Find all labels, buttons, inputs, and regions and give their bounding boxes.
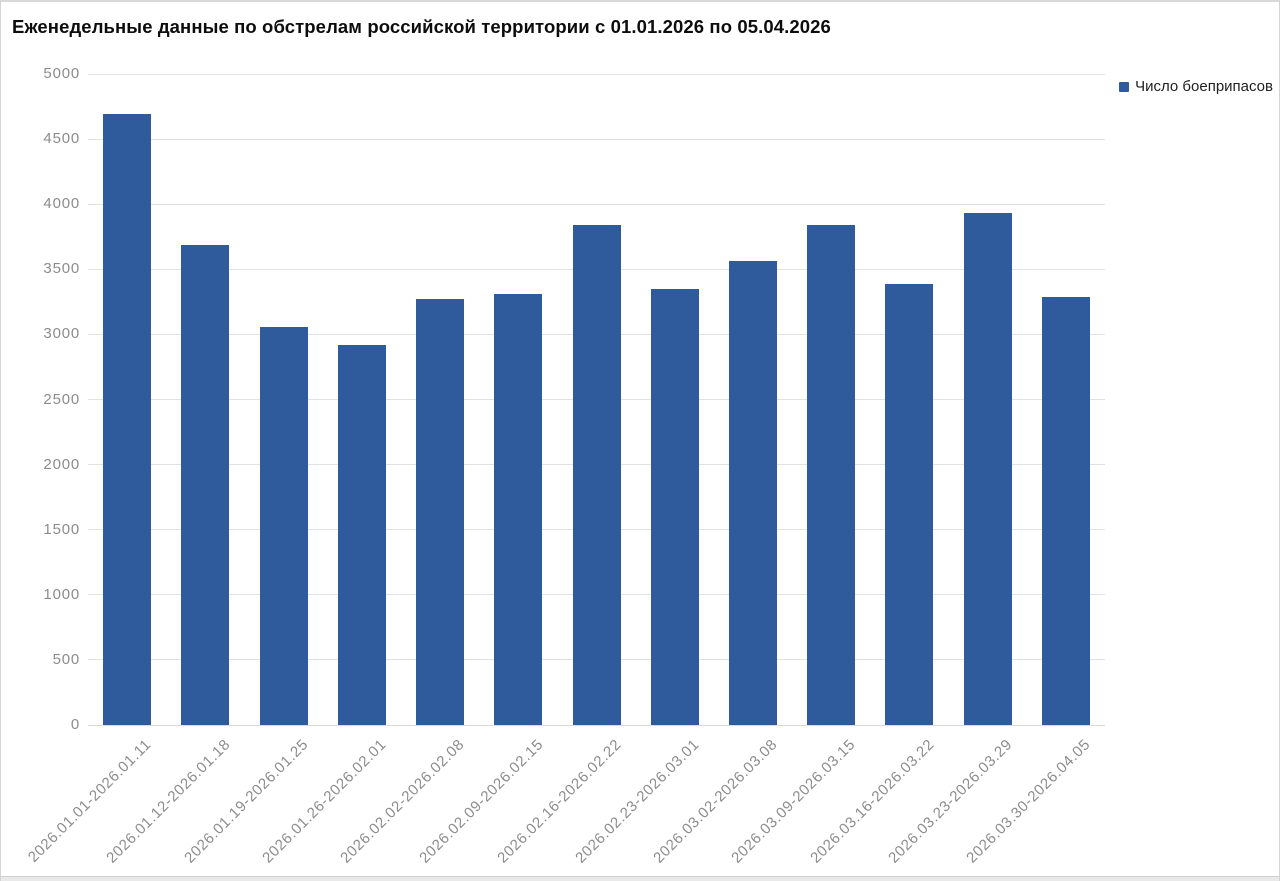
y-tick-label: 3000: [43, 325, 80, 343]
gridline-y-5000: [88, 73, 1105, 75]
bar-2026.01.26-2026.02.01: [337, 345, 386, 725]
chart-title: Еженедельные данные по обстрелам российс…: [12, 16, 831, 37]
legend-marker-icon: [1119, 81, 1130, 92]
bar-2026.03.30-2026.04.05: [1041, 297, 1090, 725]
top-border: [0, 0, 1280, 2]
bar-2026.01.19-2026.01.25: [259, 327, 308, 725]
bottom-divider: [0, 876, 1280, 881]
y-tick-label: 0: [70, 716, 80, 733]
y-tick-label: 2500: [43, 390, 80, 408]
gridline-y-4500: [88, 138, 1105, 140]
x-tick-label: 2026.01.01-2026.01.11: [25, 736, 156, 866]
bar-2026.03.23-2026.03.29: [963, 213, 1012, 725]
legend-label: Число боеприпасов: [1135, 78, 1273, 95]
y-tick-label: 4000: [43, 195, 80, 213]
x-axis-labels: 2026.01.01-2026.01.11 2026.01.12-2026.01.…: [25, 736, 1105, 881]
bar-2026.03.09-2026.03.15: [807, 225, 856, 725]
y-tick-label: 500: [52, 650, 80, 668]
left-border: [0, 0, 1, 881]
bar-2026.02.02-2026.02.08: [416, 299, 465, 725]
bar-2026.02.23-2026.03.01: [650, 289, 699, 725]
y-tick-label: 3500: [43, 260, 80, 278]
y-tick-label: 2000: [43, 455, 80, 473]
bar-2026.03.02-2026.03.08: [728, 261, 777, 725]
y-tick-label: 5000: [43, 65, 80, 82]
bar-2026.02.09-2026.02.15: [494, 294, 543, 725]
y-tick-label: 1000: [43, 585, 80, 603]
y-axis-labels: 0 500 1000 1500 2000 2500 3000 3500 4000 4500 5000: [0, 65, 80, 733]
y-tick-label: 1500: [43, 520, 80, 538]
y-tick-label: 4500: [43, 130, 80, 148]
legend: Число боеприпасов: [1119, 78, 1273, 95]
gridline-y-0: [88, 724, 1105, 726]
bar-2026.01.01-2026.01.11: [103, 114, 152, 725]
plot-area: [88, 73, 1105, 726]
gridline-y-4000: [88, 203, 1105, 205]
bar-2026.01.12-2026.01.18: [181, 245, 230, 725]
bar-2026.03.16-2026.03.22: [885, 284, 934, 725]
bar-2026.02.16-2026.02.22: [572, 225, 621, 725]
